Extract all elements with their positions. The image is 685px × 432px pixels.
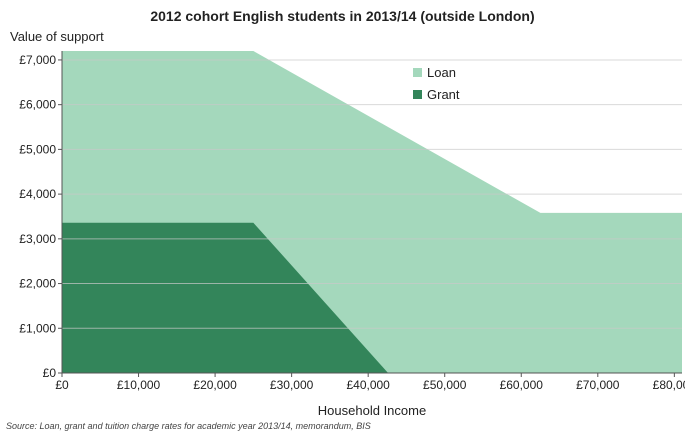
legend-swatch-grant	[413, 90, 422, 99]
y-tick-label: £4,000	[19, 187, 56, 201]
legend-label-loan: Loan	[427, 65, 456, 80]
y-axis-label: Value of support	[10, 29, 104, 44]
y-tick-label: £0	[43, 366, 57, 380]
y-tick-label: £5,000	[19, 142, 56, 156]
x-tick-label: £70,000	[576, 378, 620, 392]
x-tick-label: £30,000	[270, 378, 314, 392]
x-tick-label: £0	[55, 378, 69, 392]
area-series-grant	[62, 222, 389, 373]
x-tick-label: £60,000	[500, 378, 544, 392]
y-tick-label: £3,000	[19, 232, 56, 246]
legend-swatch-loan	[413, 68, 422, 77]
y-tick-label: £6,000	[19, 98, 56, 112]
x-axis-label: Household Income	[317, 403, 427, 418]
x-tick-label: £80,000	[653, 378, 685, 392]
source-note: Source: Loan, grant and tuition charge r…	[6, 421, 371, 431]
x-tick-label: £20,000	[193, 378, 237, 392]
y-tick-label: £1,000	[19, 321, 56, 335]
legend-label-grant: Grant	[427, 87, 460, 102]
y-tick-label: £2,000	[19, 277, 56, 291]
x-tick-label: £10,000	[117, 378, 161, 392]
x-tick-label: £40,000	[346, 378, 390, 392]
x-tick-label: £50,000	[423, 378, 467, 392]
chart-title: 2012 cohort English students in 2013/14 …	[150, 8, 535, 24]
y-tick-label: £7,000	[19, 53, 56, 67]
